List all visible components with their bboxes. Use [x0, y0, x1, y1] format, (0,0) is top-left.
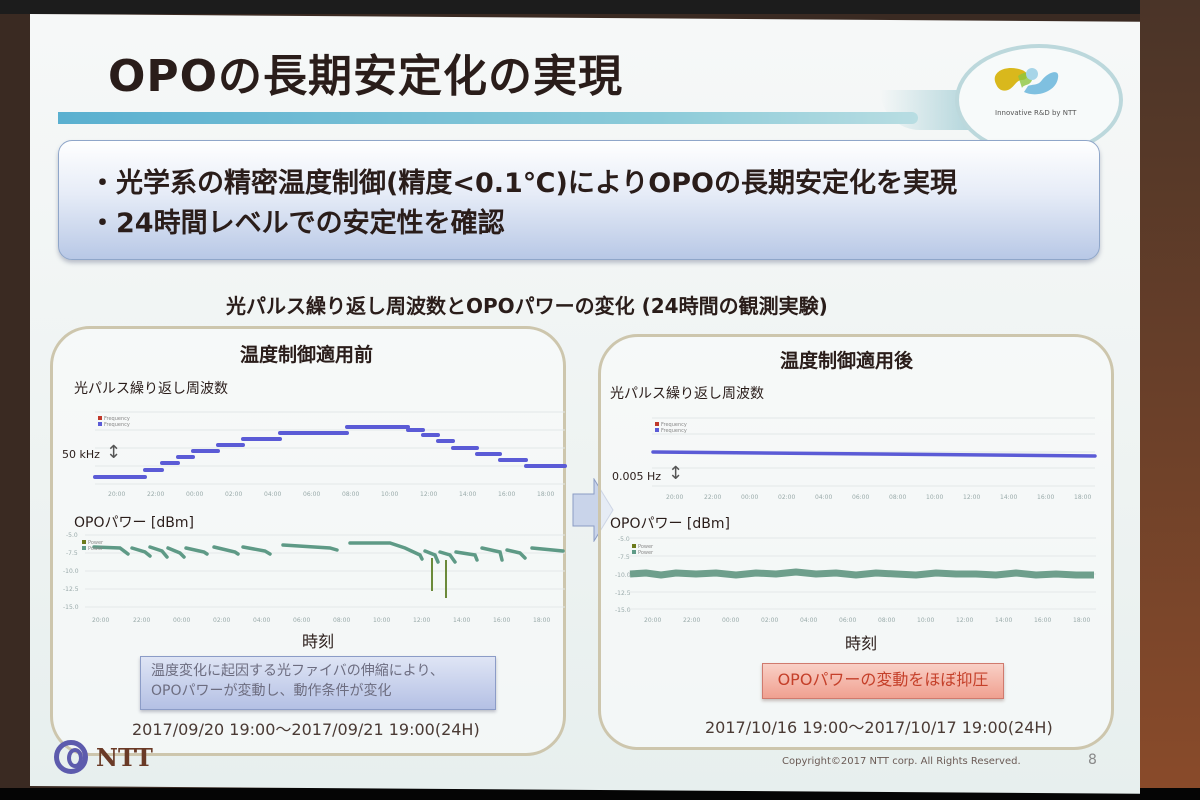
section-title: 光パルス繰り返し周波数とOPOパワーの変化 (24時間の観測実験): [226, 294, 828, 318]
result-highlight-box: OPOパワーの変動をほぼ抑圧: [762, 663, 1004, 699]
power-chart-title-before: OPOパワー [dBm]: [74, 515, 194, 531]
panel-before-title: 温度制御適用前: [240, 344, 374, 366]
page-number: 8: [1088, 752, 1097, 768]
freq-scale-label-before: 50 kHz: [62, 448, 100, 461]
x-axis-label-before: 時刻: [302, 632, 335, 651]
power-chart-after: [628, 537, 1096, 610]
freq-chart-title-after: 光パルス繰り返し周波数: [610, 386, 764, 402]
copyright-text: Copyright©2017 NTT corp. All Rights Rese…: [782, 756, 1021, 767]
logo-tagline: Innovative R&D by NTT: [995, 109, 1077, 117]
freq-legend-before: Frequency Frequency: [98, 416, 130, 428]
key-points-box: ・光学系の精密温度制御(精度<0.1℃)によりOPOの長期安定化を実現 ・24時…: [58, 140, 1100, 260]
header-accent-bar: [58, 112, 918, 124]
frequency-chart-before: [93, 411, 567, 485]
date-range-before: 2017/09/20 19:00～2017/09/21 19:00(24H): [132, 720, 480, 739]
double-arrow-icon: ↕: [668, 463, 684, 484]
x-axis-label-after: 時刻: [845, 634, 878, 653]
projector-top-border: [0, 0, 1200, 14]
power-chart-title-after: OPOパワー [dBm]: [610, 516, 730, 532]
power-legend-after: Power Power: [632, 544, 653, 556]
freq-legend-after: Frequency Frequency: [655, 422, 687, 434]
bullet-point: ・光学系の精密温度制御(精度<0.1℃)によりOPOの長期安定化を実現: [89, 168, 957, 199]
ntt-rd-logo-icon: [994, 67, 1059, 95]
freq-scale-label-after: 0.005 Hz: [612, 470, 662, 483]
ntt-logo: NTT: [54, 740, 153, 774]
power-legend-before: Power Power: [82, 540, 103, 552]
freq-chart-title-before: 光パルス繰り返し周波数: [74, 381, 228, 397]
cause-note-box: 温度変化に起因する光ファイバの伸縮により、 OPOパワーが変動し、動作条件が変化: [140, 656, 496, 710]
projector-right-wall: [1140, 0, 1200, 800]
ntt-logo-icon: [54, 740, 88, 774]
panel-after-title: 温度制御適用後: [780, 350, 914, 372]
frequency-chart-after: [651, 417, 1097, 487]
date-range-after: 2017/10/16 19:00～2017/10/17 19:00(24H): [705, 718, 1053, 737]
power-chart-before: [85, 534, 565, 608]
double-arrow-icon: ↕: [106, 442, 122, 463]
slide-title: OPOの長期安定化の実現: [108, 51, 624, 102]
bullet-point: ・24時間レベルでの安定性を確認: [89, 208, 505, 239]
